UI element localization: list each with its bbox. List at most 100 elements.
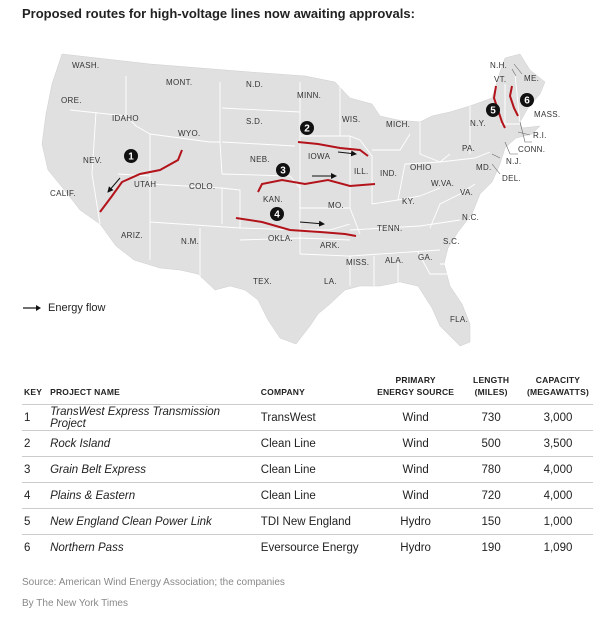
table-body: 1 TransWest Express Transmission Project T…	[22, 404, 593, 560]
flow-arrow-1	[107, 177, 121, 193]
label-wyo: WYO.	[178, 129, 201, 138]
header-energy-source: PRIMARY ENERGY SOURCE	[372, 374, 459, 405]
cell-energy-source: Wind	[371, 404, 460, 431]
label-ill: ILL.	[354, 167, 369, 176]
cell-capacity: 4,000	[522, 482, 593, 509]
label-nc: N.C.	[462, 213, 479, 222]
table-row: 4 Plains & Eastern Clean Line Wind 720 4,000	[22, 482, 593, 509]
label-pa: PA.	[462, 144, 475, 153]
label-tenn: TENN.	[377, 224, 403, 233]
route-3	[257, 178, 376, 193]
label-ala: ALA.	[385, 256, 404, 265]
route-marker-3: 3	[280, 166, 286, 177]
label-colo: COLO.	[189, 182, 215, 191]
table-row: 3 Grain Belt Express Clean Line Wind 780 4,00…	[22, 456, 593, 483]
route-2	[297, 141, 369, 157]
header-project-name: PROJECT NAME	[50, 387, 121, 397]
label-okla: OKLA.	[268, 234, 293, 243]
header-source-line1: PRIMARY	[395, 375, 436, 385]
label-md: MD.	[476, 163, 492, 172]
cell-key: 1	[22, 404, 47, 431]
cell-key: 5	[22, 508, 47, 535]
us-landmass	[41, 53, 546, 347]
header-length-line2: (MILES)	[474, 387, 508, 397]
label-ariz: ARIZ.	[121, 231, 143, 240]
label-la: LA.	[324, 277, 337, 286]
cell-capacity: 1,090	[522, 534, 593, 560]
cell-project-name: Rock Island	[46, 430, 257, 457]
table-row: 5 New England Clean Power Link TDI New Eng…	[22, 508, 593, 535]
label-nd: N.D.	[246, 80, 263, 89]
cell-key: 6	[22, 534, 47, 560]
us-map-svg: 1 2 3 4 5 6 WASH. ORE. CALIF. ID	[41, 53, 560, 347]
label-nm: N.M.	[181, 237, 199, 246]
route-marker-5: 5	[490, 106, 496, 117]
projects-table: KEY PROJECT NAME COMPANY PRIMARY ENERGY …	[22, 374, 593, 560]
label-nj: N.J.	[506, 157, 521, 166]
label-minn: MINN.	[297, 91, 321, 100]
cell-length: 190	[459, 534, 523, 560]
label-mont: MONT.	[166, 78, 192, 87]
header-key: KEY	[24, 387, 43, 397]
us-map: 1 2 3 4 5 6 WASH. ORE. CALIF. ID	[0, 24, 593, 364]
label-del: DEL.	[502, 174, 521, 183]
flow-arrow-4	[299, 220, 325, 227]
cell-project-name: Northern Pass	[46, 534, 257, 560]
header-capacity-line2: (MEGAWATTS)	[526, 387, 589, 397]
label-me: ME.	[524, 74, 539, 83]
cell-project-name: TransWest Express Transmission Project	[46, 404, 257, 431]
legend-label: Energy flow	[48, 302, 106, 314]
source-note: Source: American Wind Energy Association…	[22, 577, 285, 588]
label-idaho: IDAHO	[112, 114, 139, 123]
label-conn: CONN.	[518, 145, 545, 154]
cell-energy-source: Wind	[371, 430, 460, 457]
label-sc: S.C.	[443, 237, 460, 246]
route-marker-4: 4	[274, 210, 280, 221]
cell-company: Clean Line	[256, 482, 372, 509]
label-mass: MASS.	[534, 110, 560, 119]
table-row: 2 Rock Island Clean Line Wind 500 3,500	[22, 430, 593, 457]
cell-capacity: 3,500	[522, 430, 593, 457]
arrow-right-icon	[23, 305, 41, 311]
cell-company: TDI New England	[256, 508, 372, 535]
cell-company: Clean Line	[256, 456, 372, 483]
label-neb: NEB.	[250, 155, 270, 164]
flow-arrow-2	[337, 150, 357, 157]
label-tex: TEX.	[253, 277, 272, 286]
label-mo: MO.	[328, 201, 344, 210]
transmission-routes	[99, 85, 519, 237]
label-ore: ORE.	[61, 96, 82, 105]
cell-capacity: 4,000	[522, 456, 593, 483]
label-wash: WASH.	[72, 61, 99, 70]
cell-capacity: 1,000	[522, 508, 593, 535]
label-iowa: IOWA	[308, 152, 331, 161]
route-1	[99, 149, 183, 213]
cell-length: 730	[459, 404, 523, 431]
route-4	[235, 217, 357, 237]
energy-flow-arrows	[107, 150, 357, 227]
state-labels: WASH. ORE. CALIF. IDAHO NEV. MONT. WYO. …	[50, 61, 560, 324]
header-length: LENGTH (MILES)	[459, 374, 523, 405]
cell-key: 4	[22, 482, 47, 509]
header-length-line1: LENGTH	[473, 375, 510, 385]
table-header-row: KEY PROJECT NAME COMPANY PRIMARY ENERGY …	[22, 374, 593, 405]
cell-length: 500	[459, 430, 523, 457]
cell-company: TransWest	[256, 404, 372, 431]
route-6	[508, 85, 519, 117]
label-nev: NEV.	[83, 156, 102, 165]
cell-company: Clean Line	[256, 430, 372, 457]
header-company: COMPANY	[260, 387, 306, 397]
cell-project-name: New England Clean Power Link	[46, 508, 257, 535]
label-ga: GA.	[418, 253, 433, 262]
label-ohio: OHIO	[410, 163, 432, 172]
label-ny: N.Y.	[470, 119, 486, 128]
leader-lines	[491, 63, 532, 175]
cell-length: 720	[459, 482, 523, 509]
cell-length: 780	[459, 456, 523, 483]
cell-company: Eversource Energy	[256, 534, 372, 560]
label-wva: W.VA.	[431, 179, 454, 188]
cell-key: 3	[22, 456, 47, 483]
byline: By The New York Times	[22, 598, 128, 609]
cell-project-name: Plains & Eastern	[46, 482, 257, 509]
table-row: 1 TransWest Express Transmission Project T…	[22, 404, 593, 431]
